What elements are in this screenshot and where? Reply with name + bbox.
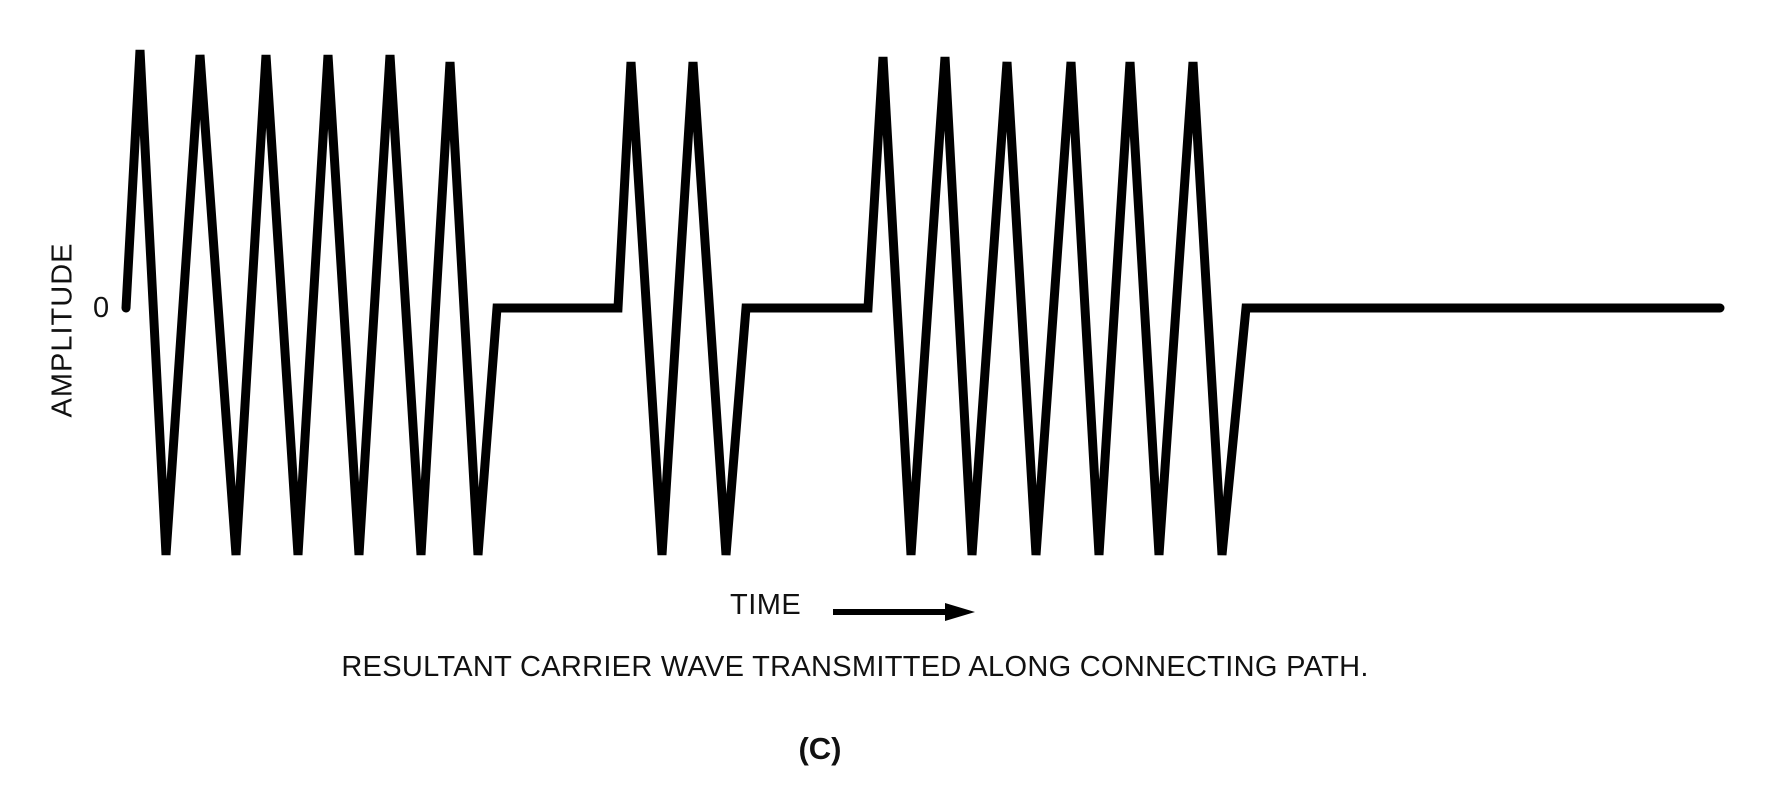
time-arrow-head — [945, 603, 975, 621]
time-axis-label: TIME — [730, 589, 801, 622]
carrier-wave-trace — [126, 50, 1720, 555]
zero-amplitude-label: 0 — [93, 292, 109, 325]
figure-caption: RESULTANT CARRIER WAVE TRANSMITTED ALONG… — [0, 651, 1710, 684]
time-arrow — [833, 603, 975, 621]
waveform-group — [126, 50, 1720, 555]
y-axis-label: AMPLITUDE — [47, 243, 80, 418]
panel-tag: (C) — [0, 731, 1640, 767]
